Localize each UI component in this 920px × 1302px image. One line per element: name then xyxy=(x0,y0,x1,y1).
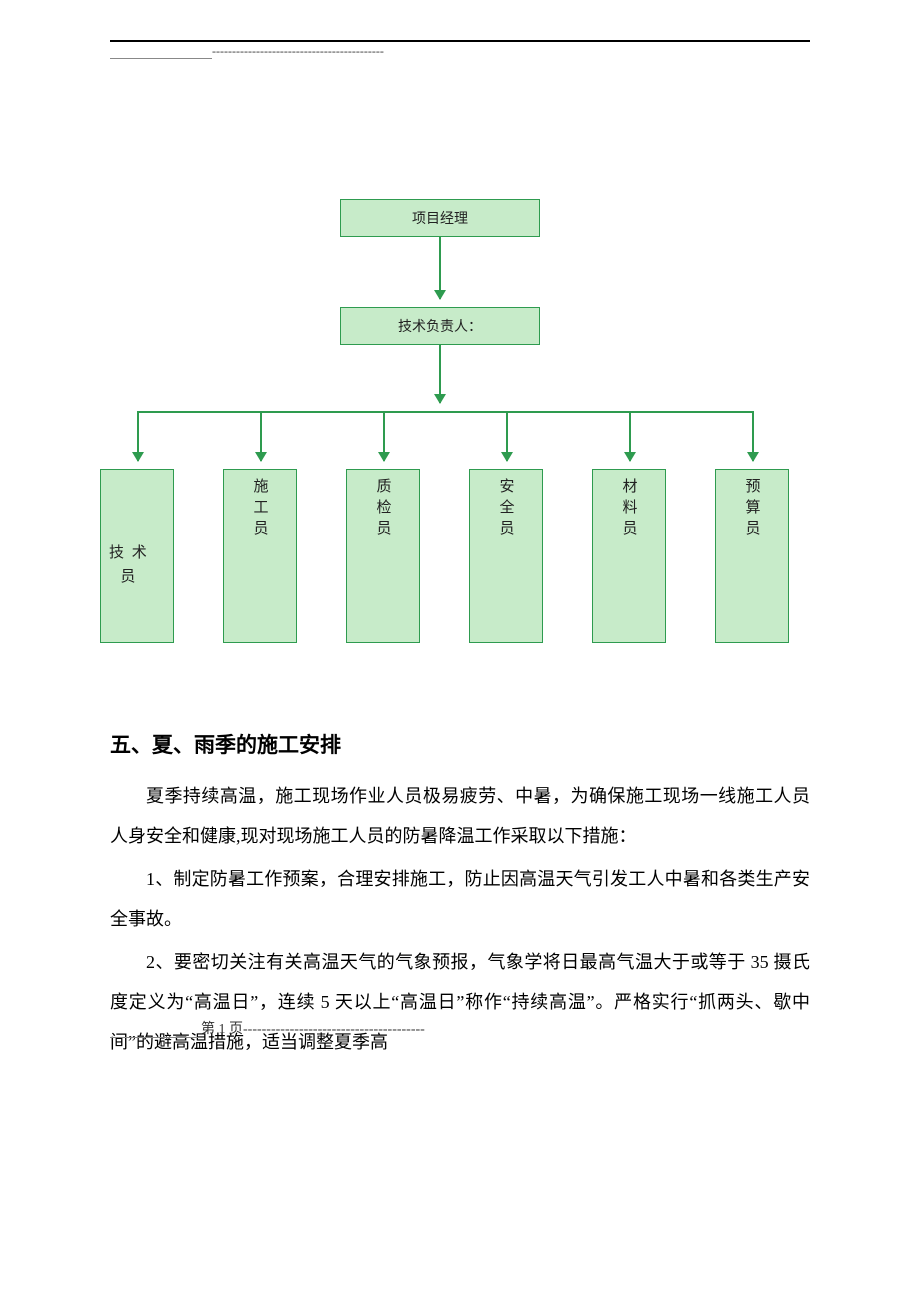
drop-arrow-3 xyxy=(506,411,508,461)
paragraph-1: 1、制定防暑工作预案，合理安排施工，防止因高温天气引发工人中暑和各类生产安全事故… xyxy=(110,860,810,939)
leaf-node-0: 技 术员 xyxy=(100,469,174,643)
drop-arrow-0 xyxy=(137,411,139,461)
drop-arrow-5 xyxy=(752,411,754,461)
leaf-node-4: 材料员 xyxy=(592,469,666,643)
paragraph-0: 夏季持续高温，施工现场作业人员极易疲劳、中暑，为确保施工现场一线施工人员人身安全… xyxy=(110,777,810,856)
drop-arrow-1 xyxy=(260,411,262,461)
org-chart-diagram: 项目经理 技术负责人： 技 术员施工员质检员安全员材料员预算员 xyxy=(80,199,840,709)
leaf-node-5: 预算员 xyxy=(715,469,789,643)
page-footer: 第 1 页-----------------------------------… xyxy=(110,1018,840,1038)
drop-arrow-2 xyxy=(383,411,385,461)
horizontal-split-line xyxy=(137,411,753,413)
top-border-rule xyxy=(110,40,810,42)
node-project-manager: 项目经理 xyxy=(340,199,540,237)
leaf-node-2: 质检员 xyxy=(346,469,420,643)
footer-gray-segment xyxy=(110,1022,201,1038)
arrow-pm-to-tech xyxy=(439,237,441,299)
leaf-node-3: 安全员 xyxy=(469,469,543,643)
document-page: ----------------------------------------… xyxy=(0,0,920,1062)
header-dashes: ----------------------------------------… xyxy=(212,44,384,58)
document-body: 五、夏、雨季的施工安排 夏季持续高温，施工现场作业人员极易疲劳、中暑，为确保施工… xyxy=(110,729,810,1062)
leaf-node-1: 施工员 xyxy=(223,469,297,643)
drop-arrow-4 xyxy=(629,411,631,461)
paragraph-2: 2、要密切关注有关高温天气的气象预报，气象学将日最高气温大于或等于 35 摄氏度… xyxy=(110,943,810,1062)
footer-page-label: 第 1 页 xyxy=(201,1022,243,1037)
header-gray-segment xyxy=(110,44,212,59)
footer-dashes: --------------------------------------- xyxy=(243,1022,425,1037)
node-tech-lead: 技术负责人： xyxy=(340,307,540,345)
section-heading: 五、夏、雨季的施工安排 xyxy=(110,729,810,759)
header-dash-line: ----------------------------------------… xyxy=(110,44,840,59)
arrow-tech-to-split xyxy=(439,345,441,403)
